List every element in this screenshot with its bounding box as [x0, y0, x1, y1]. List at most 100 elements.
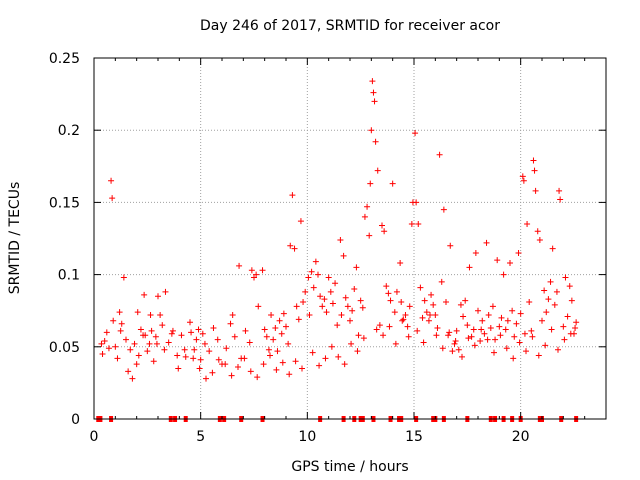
- data-point: [292, 358, 299, 365]
- data-point: [536, 236, 543, 243]
- data-point: [359, 304, 366, 311]
- data-point: [316, 362, 323, 369]
- data-point: [414, 327, 421, 334]
- data-point: [351, 286, 358, 293]
- data-point: [521, 330, 528, 337]
- data-point: [361, 213, 368, 220]
- data-point: [568, 297, 575, 304]
- data-point: [105, 345, 112, 352]
- data-point: [116, 309, 123, 316]
- data-point: [430, 301, 437, 308]
- data-point: [548, 326, 555, 333]
- data-point: [181, 346, 188, 353]
- data-point: [534, 228, 541, 235]
- data-point: [308, 268, 315, 275]
- data-point: [481, 330, 488, 337]
- data-point: [206, 348, 213, 355]
- x-tick-label: 5: [196, 429, 205, 445]
- data-point: [511, 333, 518, 340]
- data-point: [268, 312, 275, 319]
- data-point: [227, 320, 234, 327]
- data-point: [355, 332, 362, 339]
- data-point: [306, 312, 313, 319]
- data-point: [310, 284, 317, 291]
- data-point: [137, 326, 144, 333]
- data-point: [399, 317, 406, 324]
- data-point: [402, 312, 409, 319]
- data-point: [228, 372, 235, 379]
- data-point: [329, 300, 336, 307]
- data-point: [425, 317, 432, 324]
- y-tick-label: 0.2: [58, 123, 80, 139]
- data-point: [393, 288, 400, 295]
- data-point: [261, 326, 268, 333]
- data-point: [291, 245, 298, 252]
- data-point: [535, 352, 542, 359]
- data-point: [445, 332, 452, 339]
- data-point: [513, 320, 520, 327]
- data-point: [470, 326, 477, 333]
- data-point: [209, 369, 216, 376]
- data-point: [465, 335, 472, 342]
- data-point: [541, 287, 548, 294]
- data-point: [489, 303, 496, 310]
- data-point: [397, 260, 404, 267]
- y-tick-label: 0.05: [49, 340, 80, 356]
- data-point: [530, 157, 537, 164]
- x-axis-label: GPS time / hours: [291, 459, 408, 475]
- data-point: [529, 333, 536, 340]
- data-point: [214, 336, 221, 343]
- data-point: [112, 343, 119, 350]
- data-point: [487, 325, 494, 332]
- data-point: [485, 312, 492, 319]
- data-point: [337, 236, 344, 243]
- data-point: [517, 310, 524, 317]
- data-point: [420, 339, 427, 346]
- data-point: [229, 312, 236, 319]
- chart-title: Day 246 of 2017, SRMTID for receiver aco…: [200, 18, 500, 34]
- data-point: [492, 336, 499, 343]
- data-point: [524, 221, 531, 228]
- data-point: [542, 342, 549, 349]
- data-point: [464, 322, 471, 329]
- data-point: [280, 310, 287, 317]
- data-point: [168, 330, 175, 337]
- x-tick-label: 0: [90, 429, 99, 445]
- data-point: [309, 349, 316, 356]
- data-point: [562, 274, 569, 281]
- data-point: [392, 340, 399, 347]
- data-point: [449, 348, 456, 355]
- x-tick-label: 15: [405, 429, 423, 445]
- data-point: [161, 346, 168, 353]
- data-point: [459, 353, 465, 360]
- data-point: [101, 338, 108, 345]
- data-point: [494, 257, 501, 264]
- data-point: [223, 345, 230, 352]
- data-point: [434, 325, 441, 332]
- data-point: [373, 326, 380, 333]
- data-point: [203, 375, 209, 382]
- data-point: [357, 297, 364, 304]
- data-point: [278, 330, 285, 337]
- data-point: [253, 271, 260, 278]
- data-point: [315, 271, 321, 278]
- data-point: [406, 303, 413, 310]
- data-point: [299, 365, 305, 372]
- data-point: [231, 333, 238, 340]
- data-point: [389, 180, 396, 187]
- data-point: [348, 340, 355, 347]
- data-point: [427, 312, 433, 319]
- data-point: [419, 314, 426, 321]
- data-point: [484, 336, 491, 343]
- data-point: [515, 249, 522, 256]
- data-point: [391, 309, 398, 316]
- data-point: [468, 333, 475, 340]
- data-point: [497, 332, 504, 339]
- y-tick-label: 0.15: [49, 195, 80, 211]
- data-point: [545, 296, 552, 303]
- data-point: [366, 232, 373, 239]
- grid-lines: [94, 58, 606, 419]
- data-point: [560, 323, 567, 330]
